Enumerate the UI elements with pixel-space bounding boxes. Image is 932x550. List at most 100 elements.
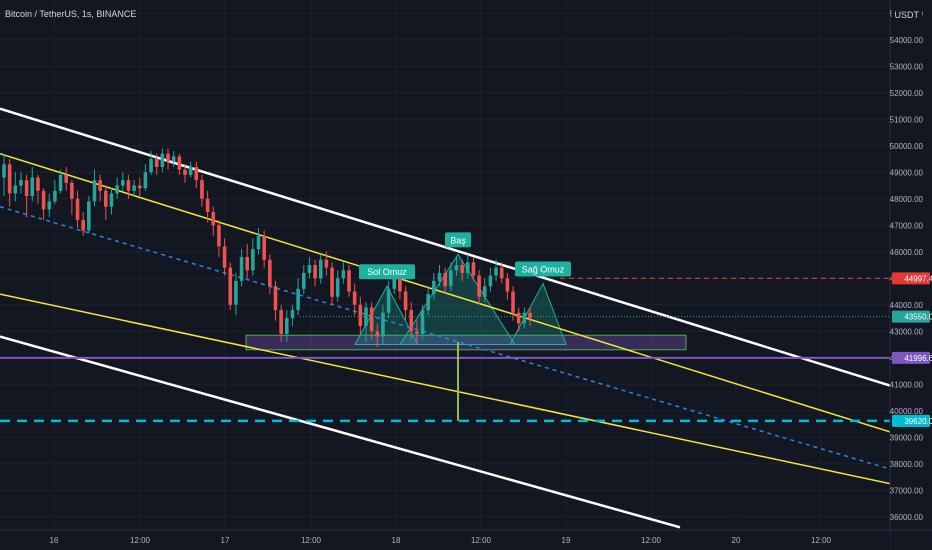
price-tick-label: 40000.00 — [890, 407, 924, 416]
candle-body — [47, 201, 52, 210]
candle-body — [392, 275, 397, 289]
candle-body — [307, 265, 312, 273]
candle-body — [194, 166, 199, 181]
time-tick-label: 19 — [562, 536, 571, 545]
candle-body — [234, 280, 238, 305]
price-label: 43550.03 — [904, 313, 932, 322]
chart-grid — [0, 0, 890, 530]
candle-body — [70, 182, 74, 199]
time-tick-label: 12:00 — [130, 536, 151, 545]
neckline-zone — [245, 334, 687, 351]
symbol-title: Bitcoin / TetherUS, 1s, BINANCE — [5, 9, 137, 19]
candle-body — [398, 275, 402, 292]
candle-body — [437, 272, 442, 281]
candle-body — [432, 280, 436, 295]
candle-body — [2, 164, 6, 178]
candle-body — [347, 270, 351, 292]
price-tick-label: 46000.00 — [890, 248, 924, 257]
candle-body — [482, 286, 487, 297]
price-label-bg — [892, 310, 930, 323]
candle-body — [75, 198, 80, 220]
candle-body — [358, 304, 363, 326]
price-tick-label: 47000.00 — [890, 221, 924, 230]
trend-line-lower — [0, 293, 891, 485]
candle-body — [477, 275, 481, 297]
time-axis[interactable]: 16 12:00 17 12:00 18 12:00 19 12:00 20 12:00 — [0, 529, 932, 550]
candle-body — [273, 286, 278, 311]
candle-body — [296, 288, 300, 311]
candle-body — [115, 185, 119, 194]
candle-body — [211, 212, 216, 226]
trend-lines[interactable] — [0, 107, 891, 529]
candle-body — [511, 291, 515, 313]
candle-body — [24, 180, 29, 197]
time-tick-label: 12:00 — [471, 536, 492, 545]
pattern-label: Sağ Omuz — [515, 261, 571, 277]
candle-body — [318, 259, 323, 279]
time-tick-label: 12:00 — [811, 536, 832, 545]
candle-body — [143, 172, 148, 189]
price-label-bg — [892, 414, 930, 427]
price-label: 41996.64 — [904, 354, 932, 363]
candle-body — [403, 291, 408, 311]
pattern-label-bg — [359, 264, 415, 280]
pattern-label-text: Sağ Omuz — [522, 265, 565, 275]
candlestick-series — [2, 148, 532, 348]
candle-body — [19, 180, 23, 186]
candle-body — [30, 177, 35, 197]
candle-body — [375, 331, 380, 337]
candle-body — [239, 257, 244, 281]
currency-badge[interactable]: USDT — [891, 9, 922, 21]
candle-body — [81, 219, 85, 231]
pattern-overlay[interactable]: Sol Omuz Baş Sağ Omuz — [359, 232, 571, 280]
price-tick-label: 51000.00 — [890, 115, 924, 124]
candle-body — [64, 174, 69, 183]
price-label: 39620.01 — [904, 417, 932, 426]
candle-body — [279, 310, 283, 334]
candle-body — [471, 262, 476, 276]
candle-body — [217, 225, 221, 247]
price-tick-label: 48000.00 — [890, 195, 924, 204]
price-tick-label: 41000.00 — [890, 380, 924, 389]
candle-body — [488, 275, 493, 287]
price-axis[interactable]: 55000.0054000.0053000.0052000.0051000.00… — [889, 0, 932, 550]
pattern-label: Baş — [445, 232, 471, 248]
candle-body — [183, 169, 187, 175]
candle-body — [290, 310, 295, 318]
price-tick-label: 54000.00 — [890, 36, 924, 45]
candle-body — [188, 166, 193, 175]
candle-body — [516, 312, 521, 324]
candle-body — [301, 272, 306, 289]
candle-body — [420, 310, 425, 334]
price-tick-label: 43000.00 — [890, 327, 924, 336]
price-label-bg — [892, 351, 930, 364]
price-tick-label: 50000.00 — [890, 142, 924, 151]
candle-body — [499, 267, 504, 279]
candle-body — [13, 185, 18, 194]
candle-body — [341, 270, 346, 279]
candle-body — [98, 180, 102, 191]
pattern-label-text: Baş — [450, 235, 466, 245]
time-tick-label: 12:00 — [301, 536, 322, 545]
candle-body — [313, 265, 317, 279]
channel-lower-line — [0, 335, 681, 529]
pattern-label-bg — [445, 232, 471, 248]
time-tick-label: 16 — [50, 536, 59, 545]
price-label: 44997.44 — [904, 274, 932, 283]
candle-body — [386, 288, 391, 313]
channel-upper-line — [0, 107, 891, 387]
candle-body — [494, 267, 498, 276]
candle-body — [369, 307, 374, 332]
candle-body — [154, 159, 159, 167]
price-tick-label: 36000.00 — [890, 513, 924, 522]
candle-body — [251, 249, 255, 271]
candle-body — [330, 267, 334, 297]
candle-body — [149, 159, 153, 173]
candle-body — [132, 185, 136, 191]
candle-body — [160, 153, 165, 167]
candle-body — [58, 174, 63, 191]
candle-body — [200, 180, 204, 199]
candle-body — [166, 153, 170, 162]
time-axis-bg — [0, 530, 890, 550]
